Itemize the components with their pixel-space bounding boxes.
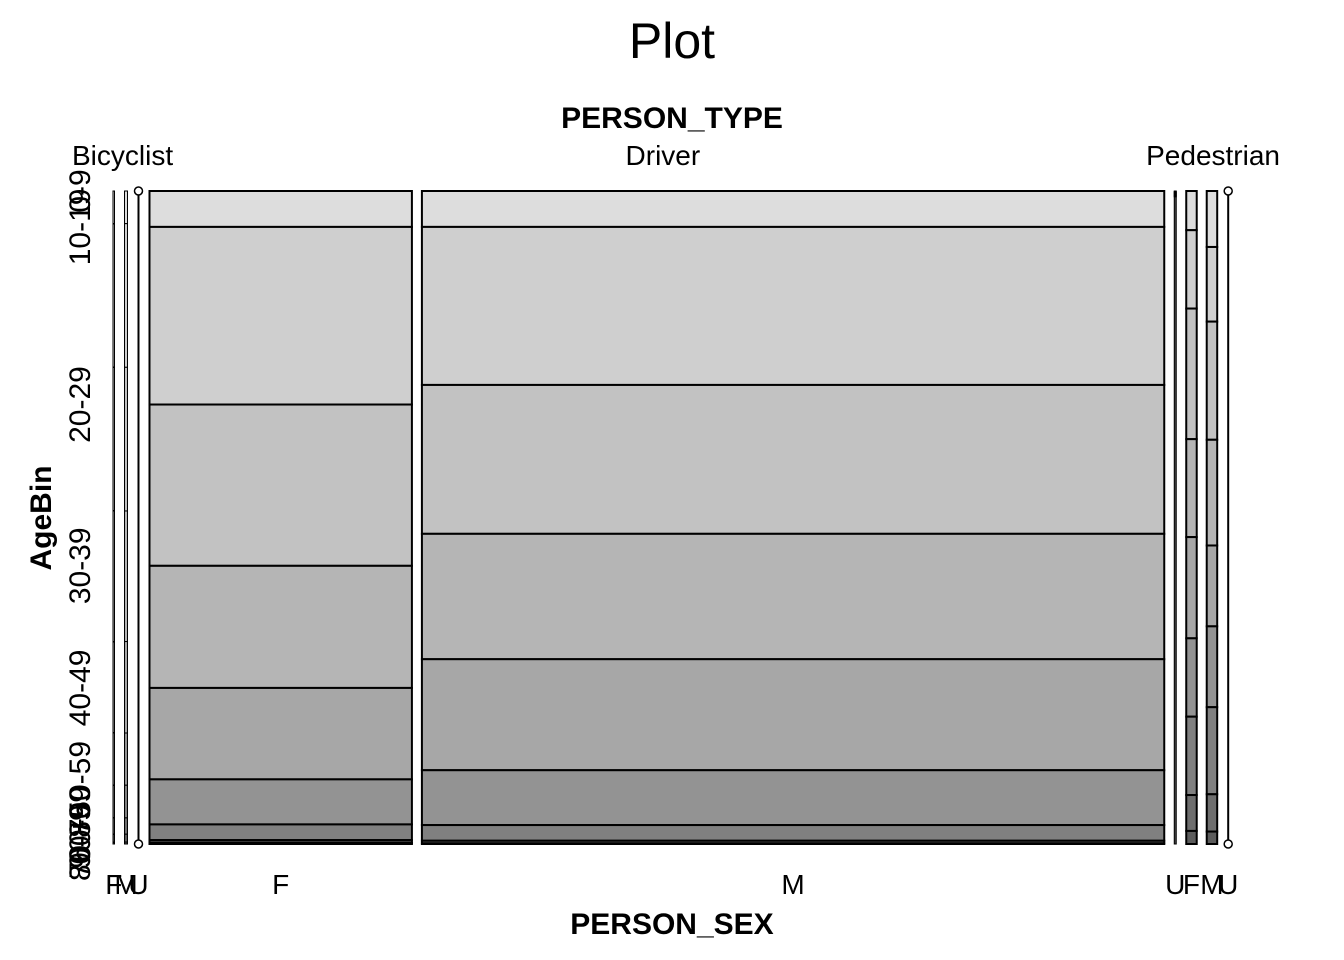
column-driver-u	[1173, 190, 1177, 845]
tile-90+	[124, 841, 128, 845]
age-bin-label: 40-49	[64, 650, 97, 727]
tile-80-89	[124, 833, 128, 843]
person-sex-label: U	[128, 869, 148, 900]
person-sex-label: F	[1183, 869, 1200, 900]
left-variable-label: AgeBin	[25, 466, 58, 571]
empty-cell-marker	[1223, 186, 1233, 196]
tile-80-89	[1185, 829, 1198, 846]
tile-60-69	[420, 824, 1166, 842]
top-variable-label: PERSON_TYPE	[561, 102, 783, 135]
person-type-label: Pedestrian	[1146, 140, 1280, 171]
person-sex-label: M	[1200, 869, 1223, 900]
tile-70-79	[1205, 793, 1219, 833]
tile-80-89	[420, 842, 1166, 845]
tile-30-39	[1205, 438, 1219, 547]
tile-10-19	[124, 223, 128, 368]
age-bin-label: 90+	[64, 818, 97, 869]
empty-cell-marker	[133, 839, 144, 849]
column-bicyclist-u	[133, 186, 144, 849]
column-pedestrian-m	[1205, 190, 1219, 845]
tile-0-9	[420, 190, 1166, 228]
tile-20-29	[1185, 307, 1198, 441]
column-pedestrian-f	[1185, 190, 1198, 846]
tile-40-49	[112, 641, 115, 734]
age-bin-label: 10-19	[64, 189, 97, 266]
tile-50-59	[1205, 625, 1219, 709]
tile-10-19	[112, 223, 115, 368]
empty-cell-marker	[1223, 839, 1233, 849]
empty-cell-marker	[133, 186, 144, 196]
person-type-labels: Bicyclist Driver Pedestrian	[72, 140, 1280, 171]
tile-10-19	[148, 225, 413, 406]
tile-60-69	[1185, 715, 1198, 797]
person-type-label: Bicyclist	[72, 140, 173, 171]
tile-10-19	[1185, 229, 1198, 310]
tile-50-59	[148, 778, 413, 826]
tile-50-59	[420, 769, 1166, 827]
column-driver-m	[420, 190, 1166, 845]
tile-90+	[1173, 196, 1177, 845]
tile-60-69	[148, 823, 413, 842]
person-sex-label: M	[781, 869, 804, 900]
tile-40-49	[420, 658, 1166, 772]
tile-20-29	[148, 403, 413, 567]
column-pedestrian-u	[1223, 186, 1233, 849]
tile-30-39	[112, 510, 115, 643]
tile-40-49	[148, 686, 413, 781]
age-bin-label: 20-29	[64, 366, 97, 443]
tile-30-39	[420, 532, 1166, 661]
tile-40-49	[1185, 536, 1198, 640]
tile-50-59	[124, 732, 128, 786]
tile-50-59	[1185, 637, 1198, 718]
tile-40-49	[1205, 544, 1219, 628]
age-bin-label: 80-89	[64, 804, 97, 881]
age-bin-label: 50-59	[64, 741, 97, 818]
tile-0-9	[112, 190, 115, 225]
plot-title: Plot	[629, 13, 715, 69]
tile-20-29	[112, 366, 115, 512]
person-sex-label: F	[105, 869, 122, 900]
tile-30-39	[148, 564, 413, 689]
person-sex-label: U	[1165, 869, 1185, 900]
tile-70-79	[112, 817, 115, 835]
tile-90+	[112, 841, 115, 845]
tile-0-9	[148, 190, 413, 228]
person-sex-label: F	[272, 869, 289, 900]
age-bin-tick-labels: 0-910-19 20-29 30-39 40-49 50-5960-6970-7980…	[64, 169, 97, 881]
column-driver-f	[148, 190, 413, 845]
tile-60-69	[1205, 706, 1219, 796]
tile-20-29	[1205, 320, 1219, 441]
tile-70-79	[1185, 794, 1198, 832]
tile-10-19	[420, 225, 1166, 386]
age-bin-label: 70-79	[64, 802, 97, 879]
person-sex-tick-labels: FMU F M UF MU	[105, 869, 1238, 900]
tile-50-59	[112, 732, 115, 786]
person-sex-label: M	[114, 869, 137, 900]
tile-80-89	[1205, 830, 1219, 845]
tile-0-9	[1185, 190, 1198, 232]
tile-60-69	[112, 784, 115, 819]
age-bin-label: 30-39	[64, 527, 97, 604]
bottom-variable-label: PERSON_SEX	[570, 908, 773, 941]
tile-90+	[148, 842, 413, 845]
person-type-label: Driver	[626, 140, 701, 171]
tile-10-19	[1205, 245, 1219, 323]
tile-30-39	[124, 510, 128, 643]
tile-80-89	[112, 833, 115, 843]
column-bicyclist-m	[124, 190, 128, 845]
tile-20-29	[124, 366, 128, 512]
mosaic-tiles	[112, 186, 1233, 849]
person-sex-label: U	[1218, 869, 1238, 900]
tile-70-79	[124, 817, 128, 835]
column-bicyclist-f	[112, 190, 115, 845]
tile-30-39	[1185, 438, 1198, 539]
age-bin-label: 60-69	[64, 786, 97, 863]
age-bin-label: 0-9	[64, 169, 97, 212]
tile-40-49	[124, 641, 128, 734]
tile-60-69	[124, 784, 128, 819]
tile-0-9	[1205, 190, 1219, 248]
tile-20-29	[420, 383, 1166, 535]
tile-0-9	[124, 190, 128, 225]
